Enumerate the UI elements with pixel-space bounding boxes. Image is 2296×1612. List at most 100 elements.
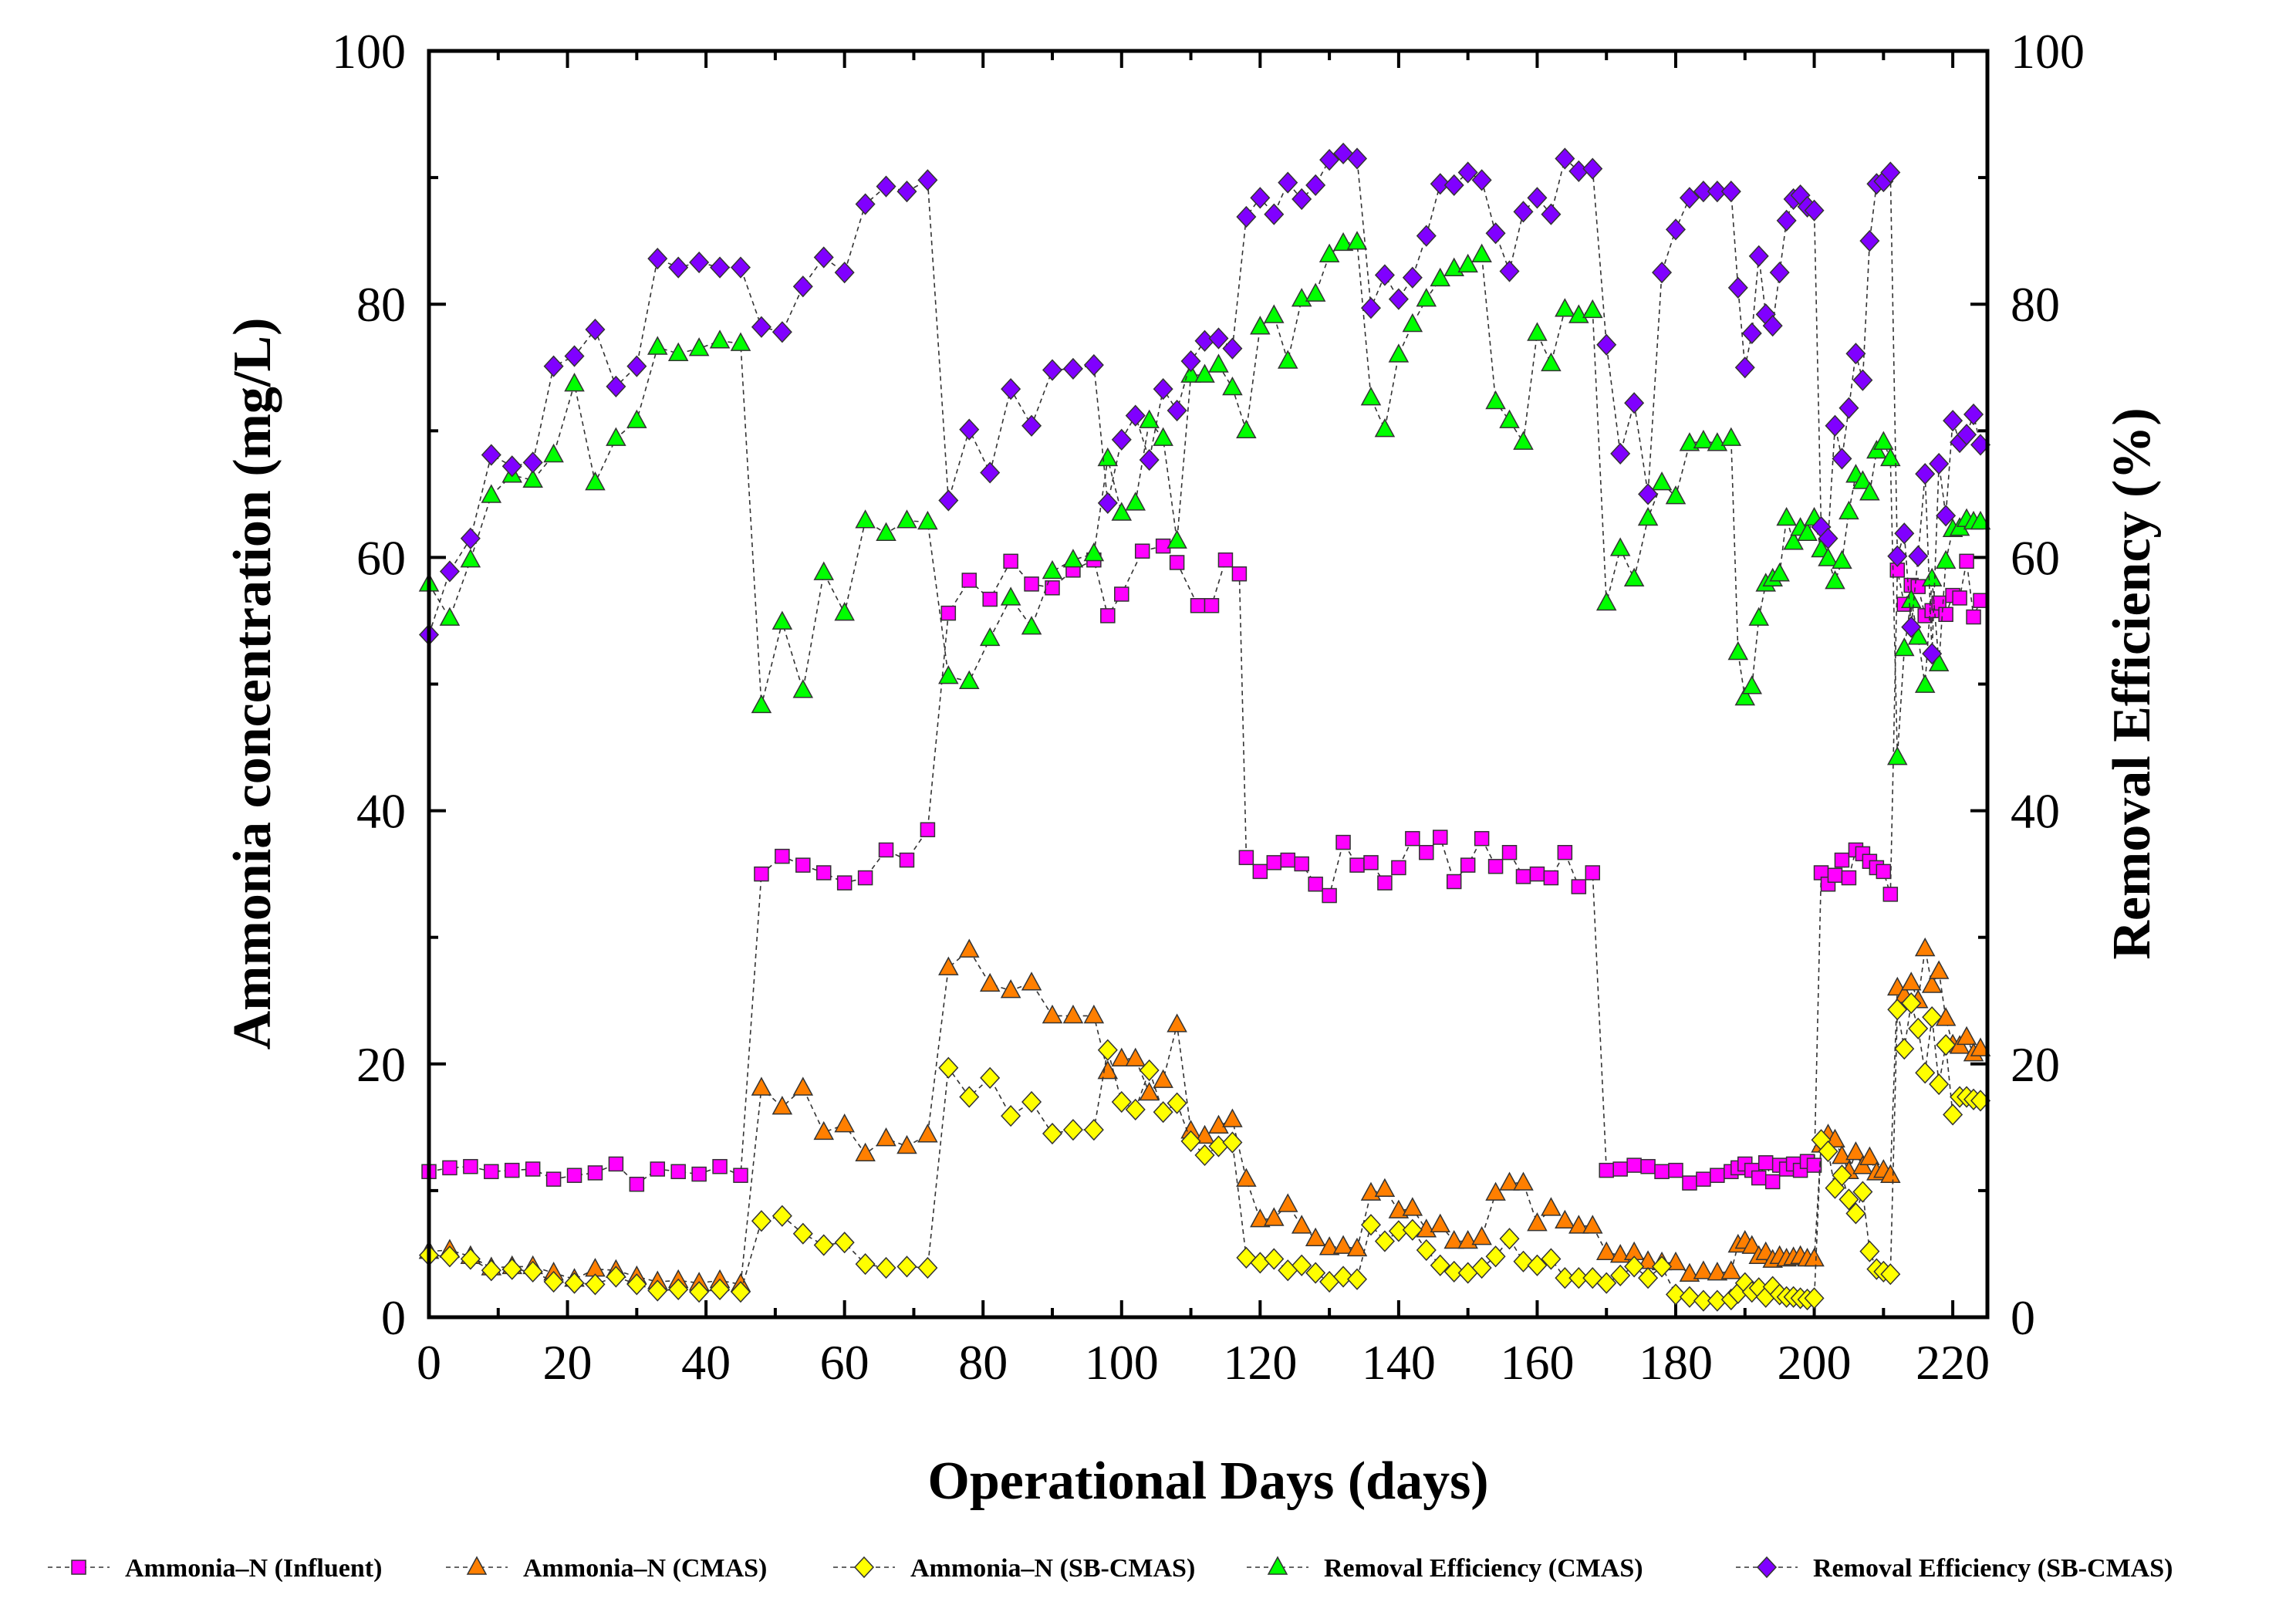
data-point	[1062, 549, 1084, 568]
data-point	[1335, 834, 1351, 850]
data-point	[730, 1281, 751, 1303]
legend-label: Removal Efficiency (CMAS)	[1324, 1554, 1643, 1583]
data-point	[1167, 529, 1187, 549]
data-point	[1332, 1235, 1354, 1254]
data-point	[585, 471, 606, 491]
x-tick-label: 0	[417, 1335, 441, 1390]
data-point	[484, 1164, 499, 1180]
data-point	[1693, 429, 1714, 449]
data-point	[1021, 616, 1042, 635]
data-point	[1001, 378, 1021, 400]
data-point	[439, 1245, 460, 1268]
data-point	[1153, 378, 1173, 400]
data-point	[896, 181, 917, 203]
data-point	[899, 852, 915, 868]
data-point	[522, 1260, 543, 1283]
data-point	[1938, 607, 1953, 622]
data-point	[1346, 1237, 1368, 1257]
data-point	[1405, 830, 1420, 847]
data-point	[1852, 470, 1873, 489]
data-point	[1555, 147, 1575, 170]
data-point	[1859, 230, 1880, 252]
data-point	[1360, 1181, 1382, 1201]
data-point	[1595, 591, 1617, 611]
data-point	[439, 607, 461, 626]
data-point	[1190, 598, 1206, 613]
data-point	[1305, 174, 1326, 197]
y-tick-label: 0	[381, 1290, 406, 1345]
data-point	[836, 875, 853, 890]
legend: Ammonia–N (Influent) Ammonia–N (CMAS) Ammo…	[48, 1554, 2173, 1583]
data-point	[1264, 203, 1285, 225]
data-point	[1609, 1244, 1631, 1263]
data-point	[1651, 471, 1673, 491]
data-point	[1430, 1213, 1451, 1232]
data-point	[1845, 343, 1866, 365]
data-point	[1153, 427, 1173, 446]
legend-entry-1: Ammonia–N (CMAS)	[446, 1554, 767, 1583]
x-tick-label: 40	[681, 1335, 731, 1390]
data-point	[1000, 586, 1021, 606]
series-2	[418, 992, 1991, 1312]
data-point	[1825, 570, 1845, 590]
series-line	[428, 948, 1981, 1286]
data-point	[1873, 431, 1894, 450]
data-point	[1305, 282, 1326, 302]
data-point	[730, 332, 751, 351]
legend-marker	[1756, 1556, 1778, 1579]
data-point	[1083, 1004, 1105, 1024]
data-point	[1832, 549, 1852, 569]
data-point	[1679, 1286, 1700, 1308]
data-point	[709, 329, 731, 349]
data-point	[730, 256, 751, 279]
data-point	[1882, 887, 1899, 902]
legend-entry-4: Removal Efficiency (SB-CMAS)	[1736, 1554, 2173, 1583]
data-point	[979, 627, 1001, 647]
data-point	[522, 468, 543, 488]
data-point	[813, 1120, 834, 1141]
data-point	[1294, 856, 1309, 872]
data-point	[1111, 1090, 1132, 1114]
data-point	[1682, 1175, 1697, 1191]
data-point	[606, 427, 626, 446]
series-line	[428, 545, 1981, 1185]
data-point	[1236, 1168, 1257, 1187]
y2-tick-label: 100	[2011, 24, 2085, 79]
data-point	[1825, 414, 1845, 437]
data-point	[1266, 855, 1282, 870]
data-point	[1471, 243, 1492, 262]
data-point	[855, 509, 876, 529]
data-point	[1194, 363, 1215, 383]
data-point	[1083, 542, 1105, 562]
data-point	[938, 489, 959, 512]
data-point	[1097, 1039, 1118, 1061]
data-point	[1876, 863, 1892, 880]
data-point	[543, 1270, 564, 1293]
data-point	[1640, 1158, 1656, 1174]
data-point	[1596, 333, 1617, 356]
data-point	[813, 1234, 834, 1256]
data-point	[1707, 432, 1728, 451]
data-point	[896, 1255, 917, 1278]
y2-tick-label: 0	[2011, 1290, 2035, 1345]
data-point	[792, 679, 814, 698]
data-point	[1845, 1202, 1866, 1225]
data-point	[1374, 1178, 1396, 1198]
data-point	[1360, 1214, 1381, 1236]
data-point	[1900, 972, 1922, 991]
data-point	[1751, 1170, 1767, 1186]
data-point	[564, 373, 585, 392]
data-point	[855, 1142, 876, 1162]
data-point	[1568, 1215, 1589, 1234]
data-point	[1471, 1226, 1492, 1245]
data-point	[1346, 231, 1368, 250]
legend-entry-0: Ammonia–N (Influent)	[48, 1554, 382, 1583]
data-point	[1582, 157, 1603, 180]
data-point	[543, 355, 564, 377]
data-point	[917, 510, 938, 530]
data-point	[1485, 390, 1506, 410]
data-point	[1818, 527, 1838, 549]
data-point	[1374, 418, 1396, 438]
plot-frame	[427, 49, 1990, 1320]
data-point	[1720, 181, 1741, 203]
